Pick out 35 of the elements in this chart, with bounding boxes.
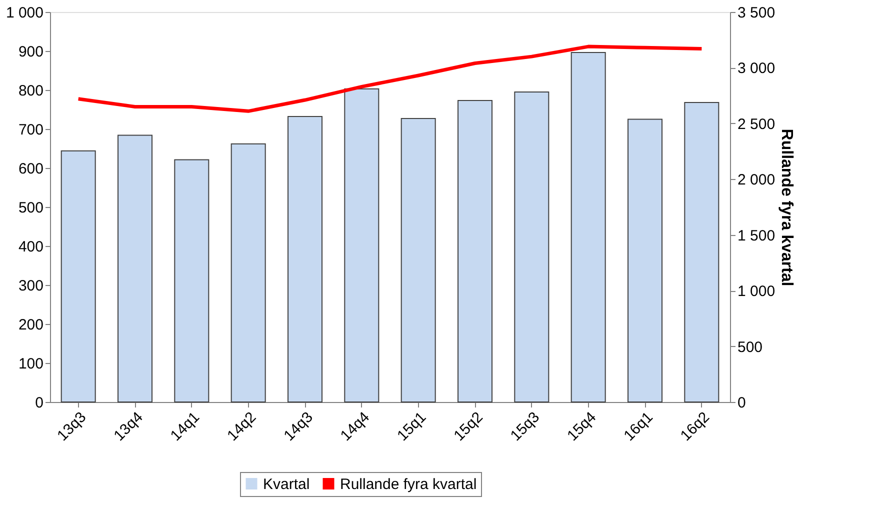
bar — [60, 150, 96, 402]
y-tick-label: 700 — [18, 122, 44, 138]
y2-tick-label: 500 — [738, 338, 763, 356]
bar — [684, 102, 720, 402]
y-tick-label: 100 — [18, 356, 44, 372]
y-tick-label: 1 000 — [6, 4, 44, 22]
y-tick-label: 300 — [18, 278, 44, 294]
line-series — [76, 44, 704, 113]
y2-tick-label: 2 500 — [738, 116, 776, 133]
bar — [400, 118, 436, 402]
y-tick-label: 900 — [18, 44, 44, 60]
bar — [628, 118, 662, 402]
bar — [230, 143, 266, 402]
y-tick-label: 600 — [18, 160, 44, 178]
y2-tick-label: 1 000 — [738, 283, 776, 300]
legend-label: Kvartal — [263, 476, 310, 493]
y2-tick-label: 3 500 — [738, 4, 776, 22]
bar — [174, 159, 210, 402]
bar — [344, 88, 380, 402]
y-tick-label: 500 — [18, 200, 44, 216]
bar — [118, 134, 152, 402]
legend-label: Rullande fyra kvartal — [340, 476, 477, 493]
y2-tick-label: 2 000 — [738, 172, 776, 189]
y2-tick-label: 1 500 — [738, 227, 776, 244]
y-tick-label: 400 — [18, 238, 44, 256]
bar — [458, 100, 492, 402]
y2-tick-label: 3 000 — [738, 60, 776, 78]
bar — [514, 91, 550, 402]
bar — [288, 116, 322, 402]
y-tick-label: 800 — [18, 82, 44, 100]
y2-tick-label: 0 — [738, 394, 746, 412]
y2-axis-title: Rullande fyra kvartal — [778, 128, 796, 286]
bar — [570, 52, 606, 402]
y-tick-label: 0 — [35, 394, 44, 412]
y-tick-label: 200 — [18, 316, 44, 334]
